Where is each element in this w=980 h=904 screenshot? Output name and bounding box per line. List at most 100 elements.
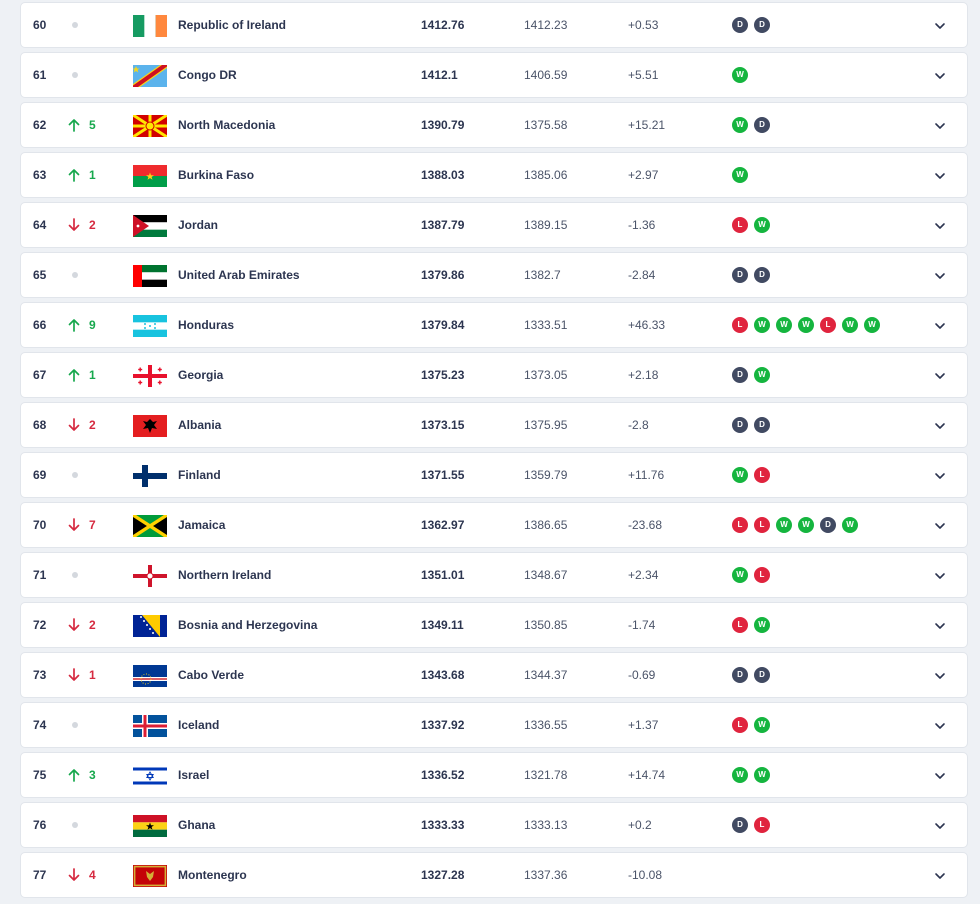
total-points: 1343.68 <box>421 668 465 682</box>
chevron-down-icon[interactable] <box>933 269 947 283</box>
points-change: +2.97 <box>628 168 659 182</box>
result-badge: D <box>754 267 770 283</box>
result-badge: L <box>732 617 748 633</box>
chevron-down-icon[interactable] <box>933 169 947 183</box>
result-badge: W <box>798 517 814 533</box>
result-badge: L <box>732 217 748 233</box>
points-change: +2.18 <box>628 368 659 382</box>
result-badge: W <box>754 217 770 233</box>
chevron-down-icon[interactable] <box>933 869 947 883</box>
total-points: 1327.28 <box>421 868 465 882</box>
total-points: 1333.33 <box>421 818 465 832</box>
chevron-down-icon[interactable] <box>933 619 947 633</box>
table-row[interactable]: 72 2 Bosnia and Herzegovina 1349.11 1350… <box>20 602 968 648</box>
no-change-dot-icon <box>72 722 78 728</box>
flag-jordan-icon <box>133 215 167 237</box>
previous-points: 1375.58 <box>524 118 568 132</box>
chevron-down-icon[interactable] <box>933 469 947 483</box>
team-name: Montenegro <box>178 868 247 882</box>
no-change-dot-icon <box>72 472 78 478</box>
rank-number: 70 <box>33 518 47 532</box>
table-row[interactable]: 71 Northern Ireland 1351.01 1348.67 +2.3… <box>20 552 968 598</box>
result-badge: D <box>732 417 748 433</box>
total-points: 1371.55 <box>421 468 465 482</box>
team-name: Congo DR <box>178 68 237 82</box>
result-badge: L <box>754 567 770 583</box>
chevron-down-icon[interactable] <box>933 69 947 83</box>
no-change-dot-icon <box>72 22 78 28</box>
previous-points: 1389.15 <box>524 218 568 232</box>
previous-points: 1333.51 <box>524 318 568 332</box>
result-badge: D <box>754 667 770 683</box>
table-row[interactable]: 60 Republic of Ireland 1412.76 1412.23 +… <box>20 2 968 48</box>
rank-number: 72 <box>33 618 47 632</box>
points-change: +14.74 <box>628 768 666 782</box>
table-row[interactable]: 62 5 North Macedonia 1390.79 1375.58 +15… <box>20 102 968 148</box>
points-change: -1.74 <box>628 618 656 632</box>
chevron-down-icon[interactable] <box>933 769 947 783</box>
previous-points: 1333.13 <box>524 818 568 832</box>
points-change: -0.69 <box>628 668 656 682</box>
chevron-down-icon[interactable] <box>933 419 947 433</box>
table-row[interactable]: 65 United Arab Emirates 1379.86 1382.7 -… <box>20 252 968 298</box>
rank-number: 77 <box>33 868 47 882</box>
chevron-down-icon[interactable] <box>933 669 947 683</box>
arrow-down-icon <box>68 868 80 885</box>
rank-change-count: 7 <box>89 518 96 532</box>
table-row[interactable]: 63 1 Burkina Faso 1388.03 1385.06 +2.97 … <box>20 152 968 198</box>
team-name: Bosnia and Herzegovina <box>178 618 318 632</box>
rank-change-count: 1 <box>89 668 96 682</box>
flag-northern-ireland-icon <box>133 565 167 587</box>
previous-points: 1321.78 <box>524 768 568 782</box>
flag-montenegro-icon <box>133 865 167 887</box>
chevron-down-icon[interactable] <box>933 219 947 233</box>
chevron-down-icon[interactable] <box>933 19 947 33</box>
rankings-table: 60 Republic of Ireland 1412.76 1412.23 +… <box>20 2 968 902</box>
total-points: 1412.1 <box>421 68 458 82</box>
flag-israel-icon <box>133 765 167 787</box>
flag-albania-icon <box>133 415 167 437</box>
result-badge: W <box>754 317 770 333</box>
chevron-down-icon[interactable] <box>933 519 947 533</box>
points-change: +0.2 <box>628 818 652 832</box>
table-row[interactable]: 77 4 Montenegro 1327.28 1337.36 -10.08 <box>20 852 968 898</box>
table-row[interactable]: 61 Congo DR 1412.1 1406.59 +5.51 W <box>20 52 968 98</box>
chevron-down-icon[interactable] <box>933 719 947 733</box>
chevron-down-icon[interactable] <box>933 119 947 133</box>
result-badge: W <box>776 317 792 333</box>
points-change: +2.34 <box>628 568 659 582</box>
total-points: 1412.76 <box>421 18 465 32</box>
rank-number: 69 <box>33 468 47 482</box>
chevron-down-icon[interactable] <box>933 369 947 383</box>
flag-jamaica-icon <box>133 515 167 537</box>
previous-points: 1406.59 <box>524 68 568 82</box>
no-change-dot-icon <box>72 572 78 578</box>
previous-points: 1350.85 <box>524 618 568 632</box>
result-badge: D <box>754 117 770 133</box>
chevron-down-icon[interactable] <box>933 319 947 333</box>
chevron-down-icon[interactable] <box>933 819 947 833</box>
arrow-down-icon <box>68 218 80 235</box>
rank-number: 67 <box>33 368 47 382</box>
chevron-down-icon[interactable] <box>933 569 947 583</box>
result-badge: W <box>754 617 770 633</box>
team-name: Jamaica <box>178 518 226 532</box>
rank-number: 61 <box>33 68 47 82</box>
previous-points: 1344.37 <box>524 668 568 682</box>
total-points: 1379.84 <box>421 318 465 332</box>
arrow-down-icon <box>68 518 80 535</box>
flag-cabo-verde-icon <box>133 665 167 687</box>
